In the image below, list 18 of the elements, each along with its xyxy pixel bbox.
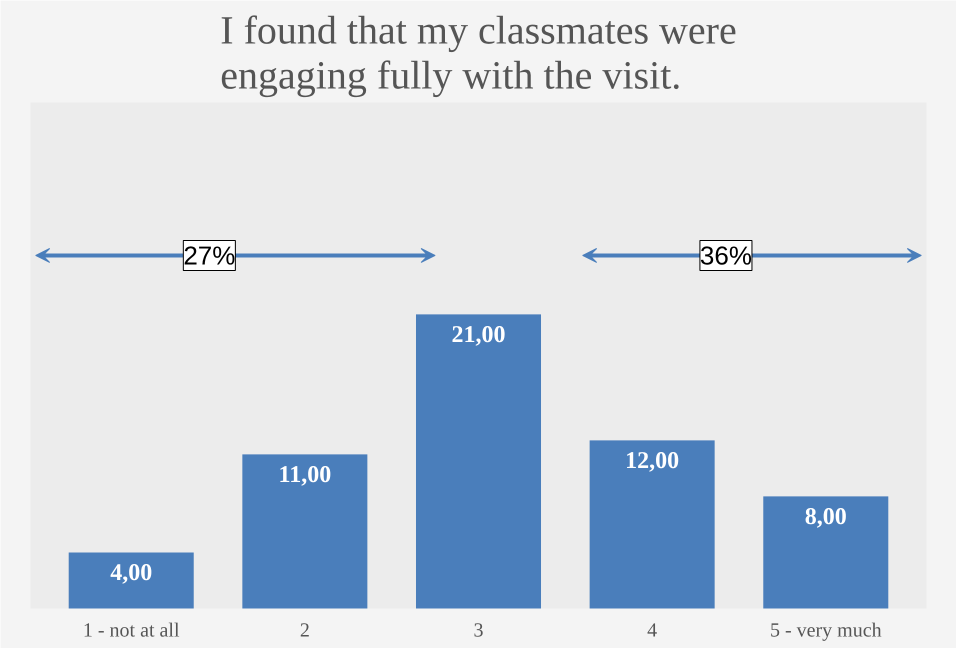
- x-tick-label: 4: [647, 620, 658, 642]
- x-tick-label: 3: [474, 620, 484, 642]
- text: 27%: [183, 240, 236, 270]
- data-label: 12,00: [625, 448, 680, 474]
- bar: [763, 496, 888, 608]
- x-tick-label: 1 - not at all: [82, 620, 180, 642]
- data-label: 21,00: [452, 322, 506, 348]
- x-tick-label: 5 - very much: [770, 620, 882, 642]
- text: 36%: [700, 240, 752, 270]
- data-label: 4,00: [110, 560, 152, 586]
- data-label: 11,00: [278, 462, 332, 488]
- x-tick-label: 2: [300, 620, 310, 642]
- bar: [416, 314, 542, 608]
- bar: [242, 454, 368, 608]
- bar: [68, 552, 194, 608]
- chart-title: I found that my classmates were engaging fully with the visit.: [220, 8, 737, 98]
- bar: [590, 440, 715, 608]
- data-label: 8,00: [804, 504, 847, 530]
